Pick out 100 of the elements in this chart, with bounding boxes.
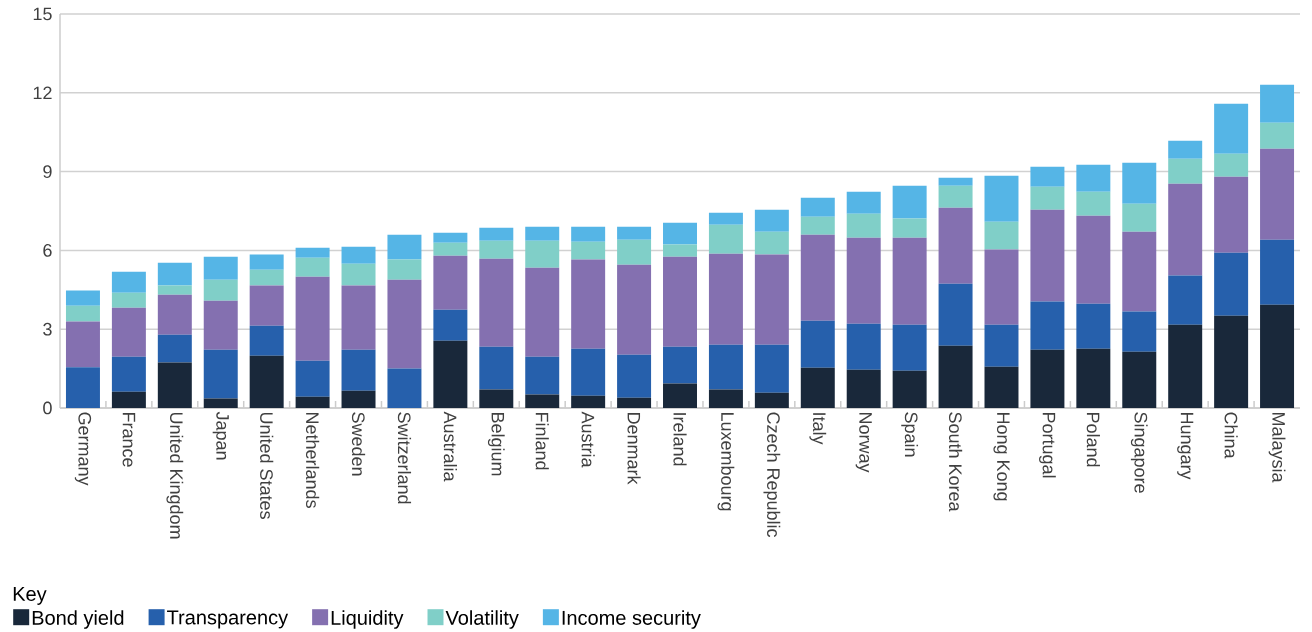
bar bbox=[479, 227, 514, 241]
bar bbox=[525, 394, 560, 408]
bar bbox=[846, 191, 881, 214]
bar bbox=[387, 368, 422, 408]
bar bbox=[754, 254, 789, 345]
bar bbox=[846, 369, 881, 408]
bar bbox=[1260, 84, 1295, 123]
x-tick-label: Denmark bbox=[627, 413, 641, 485]
bar bbox=[1122, 162, 1157, 204]
bar bbox=[1260, 148, 1295, 240]
bar bbox=[663, 222, 697, 245]
bar bbox=[479, 258, 514, 347]
bar bbox=[157, 334, 192, 363]
bar bbox=[1214, 103, 1249, 154]
bar bbox=[387, 259, 422, 280]
bar bbox=[65, 321, 100, 368]
bar bbox=[1122, 203, 1157, 232]
bar bbox=[341, 246, 376, 264]
y-tick-label: 6 bbox=[43, 244, 52, 257]
bar bbox=[433, 255, 468, 310]
bar bbox=[387, 234, 422, 260]
bar bbox=[1168, 158, 1203, 184]
bar bbox=[1076, 348, 1111, 408]
y-tick-label: 0 bbox=[43, 401, 52, 415]
legend-label: Liquidity bbox=[331, 610, 404, 629]
bar bbox=[1214, 176, 1249, 253]
y-tick-label: 15 bbox=[33, 7, 52, 21]
bar bbox=[663, 256, 697, 347]
bar bbox=[1122, 351, 1157, 408]
bar bbox=[157, 362, 192, 408]
legend-label: Transparency bbox=[167, 610, 289, 629]
bar bbox=[249, 285, 284, 326]
bar bbox=[663, 383, 697, 408]
x-tick-label: Portugal bbox=[1039, 413, 1056, 478]
x-tick-label: Italy bbox=[809, 413, 827, 445]
bar bbox=[203, 279, 238, 301]
bar bbox=[754, 209, 789, 232]
bar bbox=[249, 269, 284, 286]
bar bbox=[203, 398, 238, 408]
bar bbox=[295, 276, 330, 361]
x-tick-label: Switzerland bbox=[397, 412, 412, 504]
bar bbox=[571, 241, 606, 260]
bar bbox=[1168, 275, 1203, 325]
x-tick-label: Spain bbox=[901, 412, 919, 457]
x-tick-label: Norway bbox=[855, 413, 872, 473]
bar bbox=[708, 344, 743, 390]
bar bbox=[708, 389, 743, 408]
legend-label: Bond yield bbox=[32, 610, 124, 629]
bar bbox=[938, 283, 973, 346]
y-tick-label: 12 bbox=[33, 86, 52, 100]
bar bbox=[111, 391, 146, 408]
bar bbox=[892, 218, 927, 238]
bar bbox=[1260, 122, 1295, 149]
bar bbox=[663, 346, 697, 384]
bar bbox=[800, 367, 835, 408]
bar bbox=[1076, 191, 1111, 216]
bar bbox=[1076, 215, 1111, 304]
bar bbox=[295, 247, 330, 258]
bar bbox=[1030, 166, 1065, 187]
x-tick-label: Australia bbox=[443, 411, 457, 482]
bar bbox=[1030, 209, 1065, 302]
x-tick-label: Sweden bbox=[351, 412, 366, 476]
bar bbox=[1168, 140, 1203, 159]
bar bbox=[111, 356, 146, 392]
bar bbox=[800, 216, 835, 235]
bar bbox=[249, 325, 284, 356]
bar bbox=[571, 226, 606, 242]
bar bbox=[800, 197, 835, 217]
bar bbox=[341, 263, 376, 286]
x-tick-label: Belgium bbox=[487, 413, 505, 476]
bar bbox=[571, 395, 606, 408]
bar bbox=[846, 237, 881, 324]
x-tick-label: Germany bbox=[74, 412, 92, 486]
x-tick-label: Ireland bbox=[673, 413, 687, 466]
bar bbox=[617, 239, 652, 265]
x-tick-label: Japan bbox=[212, 411, 229, 460]
bar bbox=[984, 221, 1019, 250]
bar bbox=[479, 240, 514, 259]
bar bbox=[157, 285, 192, 295]
bar bbox=[525, 356, 560, 395]
bar bbox=[617, 354, 652, 398]
bar bbox=[754, 392, 789, 408]
x-tick-label: Singapore bbox=[1130, 412, 1148, 493]
legend-title: Key bbox=[13, 587, 47, 605]
bar bbox=[203, 300, 238, 350]
bar bbox=[433, 340, 468, 408]
bar bbox=[341, 285, 376, 350]
bar bbox=[249, 355, 284, 408]
bar bbox=[754, 231, 789, 255]
bar bbox=[295, 257, 330, 277]
bar bbox=[525, 267, 560, 357]
y-tick-label: 9 bbox=[43, 165, 52, 178]
x-tick-label: Czech Republic bbox=[763, 412, 781, 538]
bar bbox=[617, 264, 652, 355]
bar bbox=[65, 305, 100, 322]
bar bbox=[387, 279, 422, 369]
x-tick-label: Hong Kong bbox=[993, 413, 1010, 501]
bar bbox=[1030, 349, 1065, 408]
bar bbox=[65, 290, 100, 306]
bar bbox=[800, 234, 835, 321]
